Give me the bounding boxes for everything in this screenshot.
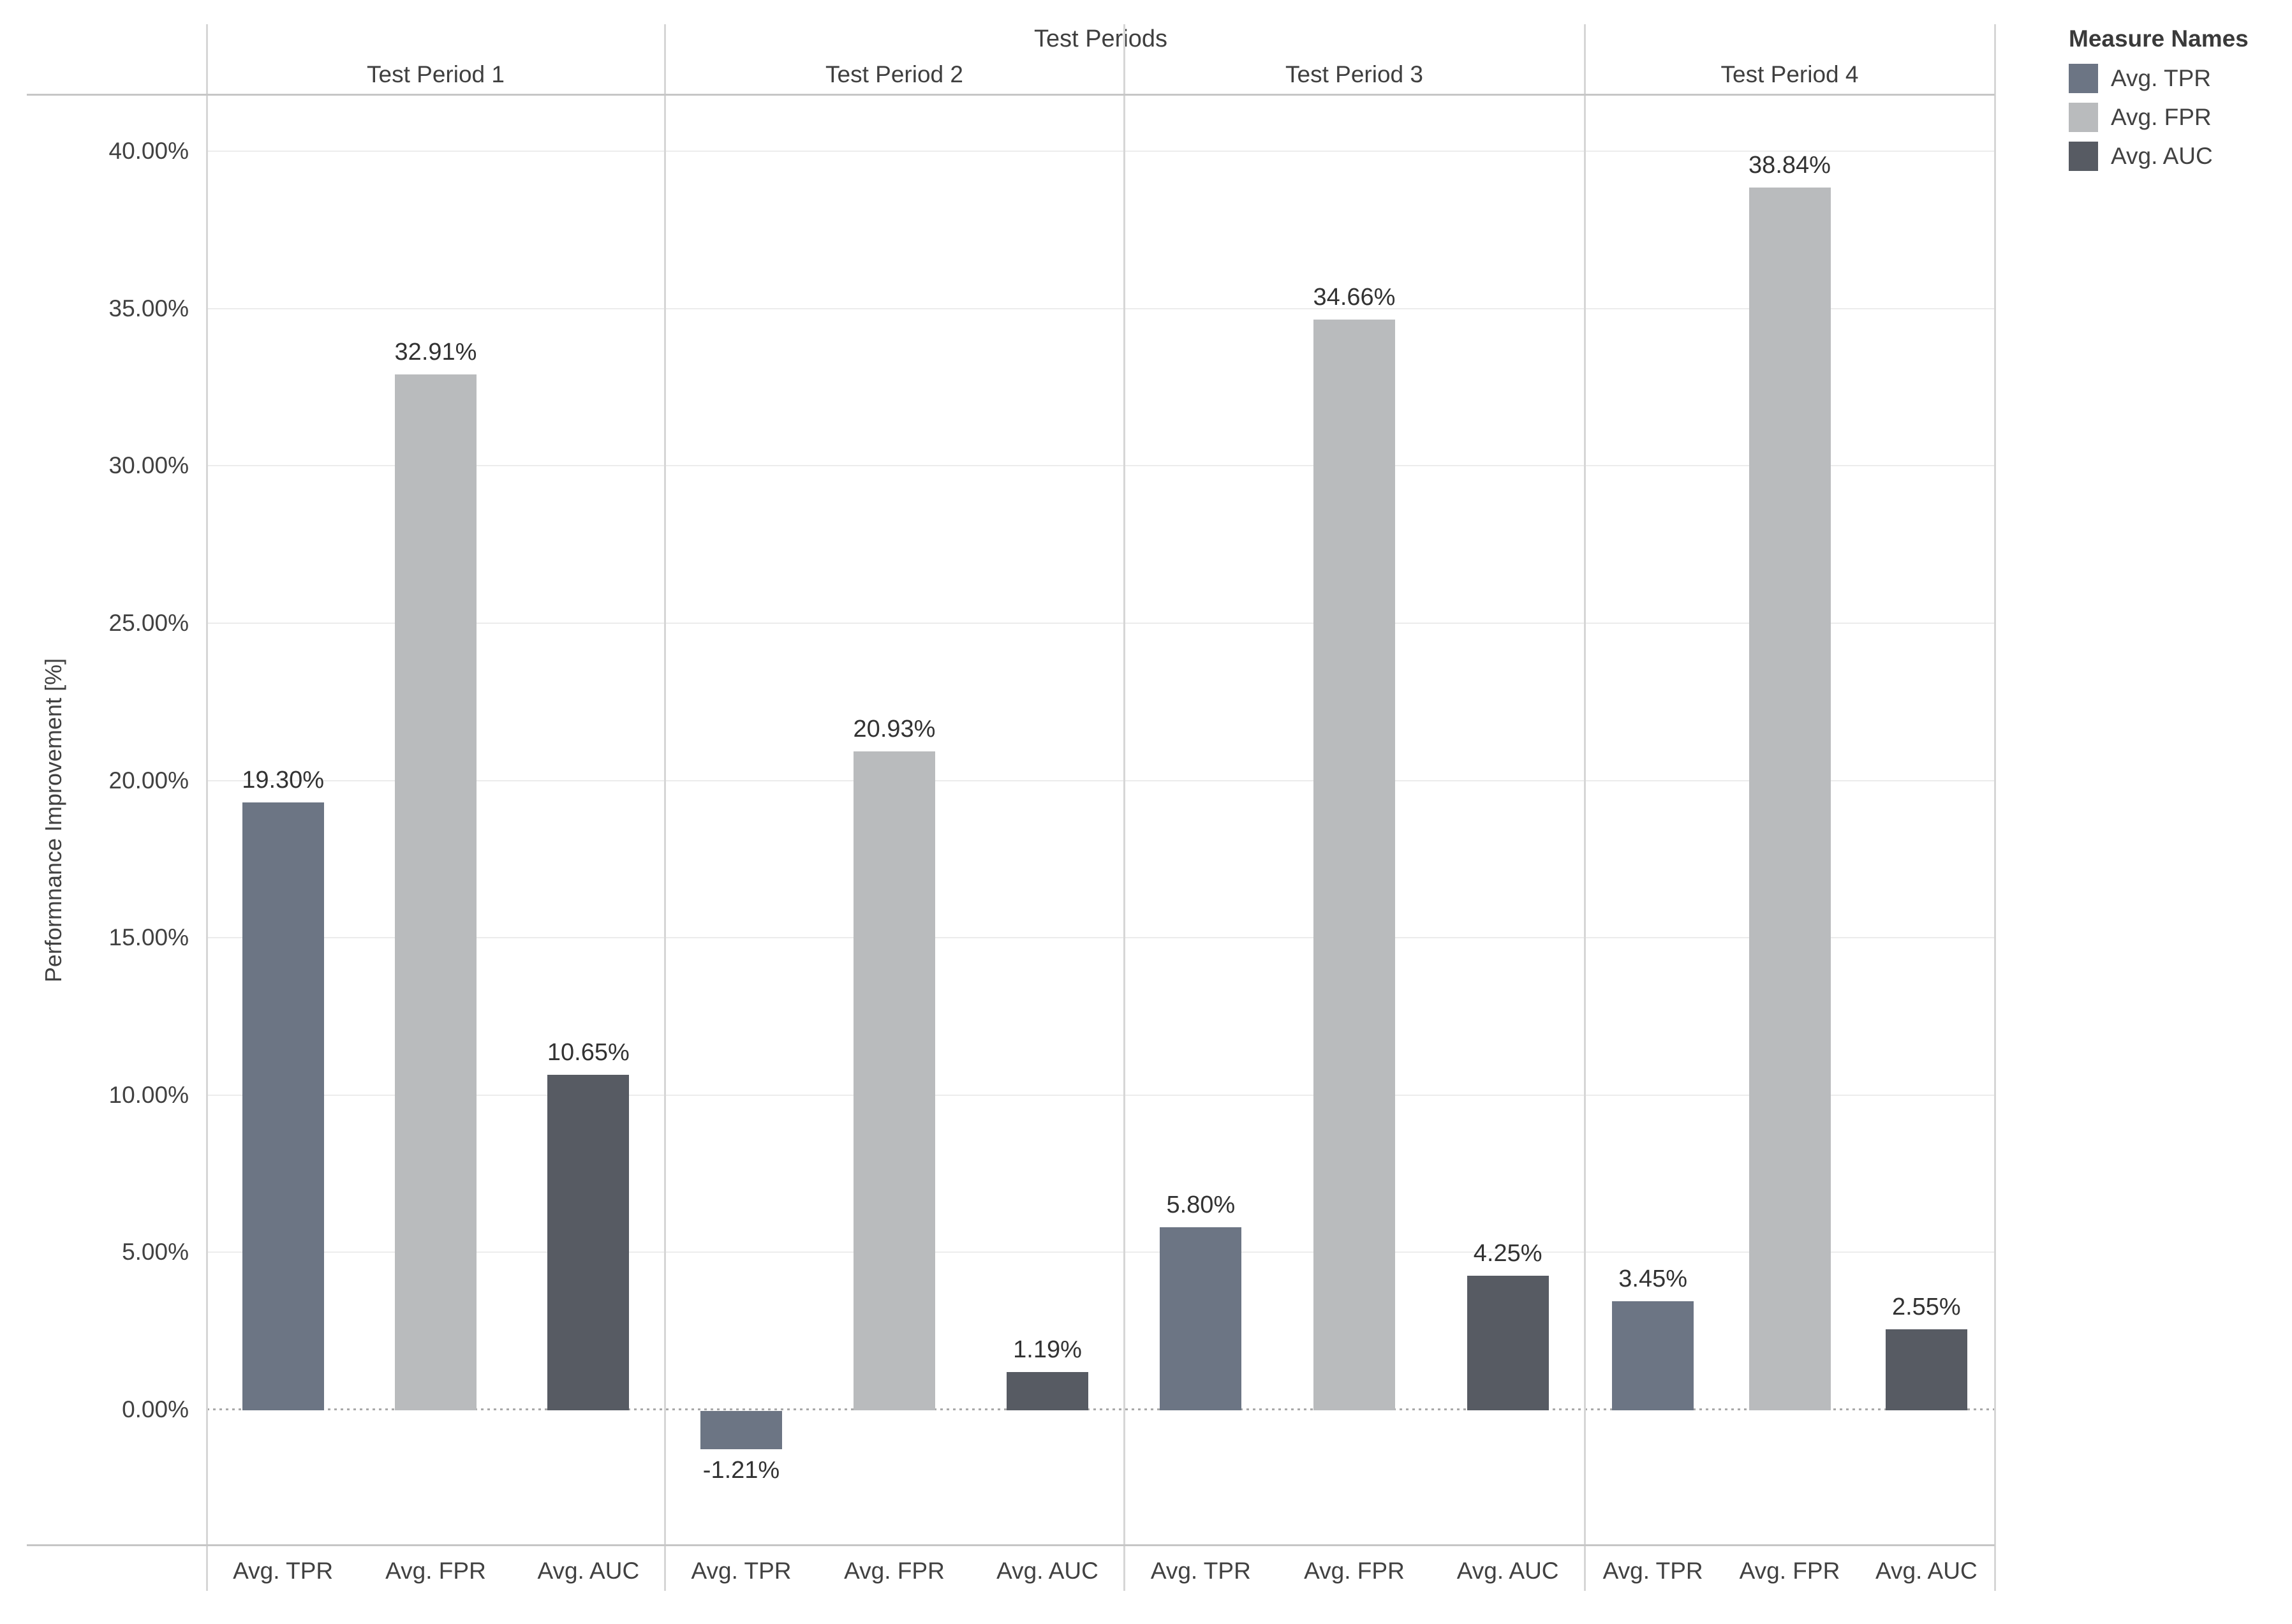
bar-avg-tpr-period-3[interactable] (1160, 1227, 1242, 1410)
legend-swatch-avg-auc-icon (2069, 142, 2098, 171)
y-tick-label: 5.00% (122, 1239, 189, 1266)
y-axis-line (206, 24, 208, 1591)
bar-avg-fpr-period-4[interactable] (1749, 188, 1831, 1410)
x-category-label: Avg. FPR (1304, 1558, 1405, 1584)
panel-divider (1123, 24, 1125, 1591)
x-category-label: Avg. FPR (1739, 1558, 1840, 1584)
legend-swatch-avg-fpr-icon (2069, 103, 2098, 132)
x-category-label: Avg. AUC (1456, 1558, 1559, 1584)
bar-value-label: 38.84% (1749, 152, 1831, 179)
bar-value-label: 20.93% (853, 715, 936, 742)
bar-value-label: 34.66% (1313, 283, 1396, 311)
bar-value-label: 5.80% (1166, 1191, 1236, 1218)
gridline-35pct (207, 307, 1995, 309)
legend-title: Measure Names (2069, 26, 2249, 52)
bar-avg-tpr-period-4[interactable] (1612, 1301, 1694, 1410)
y-axis-title: Performnance Improvement [%] (40, 658, 66, 983)
legend-item-avg-auc[interactable]: Avg. AUC (2069, 142, 2286, 171)
x-category-label: Avg. AUC (1875, 1558, 1978, 1584)
bar-avg-auc-period-2[interactable] (1007, 1372, 1088, 1410)
legend: Measure Names Avg. TPR Avg. FPR Avg. AUC (2069, 26, 2286, 181)
legend-label: Avg. TPR (2111, 65, 2211, 91)
legend-item-avg-fpr[interactable]: Avg. FPR (2069, 103, 2286, 132)
panel-header-1: Test Period 1 (367, 61, 505, 87)
x-axis-line (27, 1544, 1995, 1546)
bar-value-label: 32.91% (394, 338, 477, 365)
x-category-label: Avg. AUC (537, 1558, 640, 1584)
bar-avg-auc-period-4[interactable] (1885, 1329, 1967, 1410)
bar-value-label: 10.65% (547, 1038, 630, 1066)
panel-header-4: Test Period 4 (1720, 61, 1859, 87)
gridline-20pct (207, 779, 1995, 781)
legend-swatch-avg-tpr-icon (2069, 64, 2098, 93)
panel-header-3: Test Period 3 (1285, 61, 1423, 87)
bar-value-label: 19.30% (242, 767, 325, 794)
y-tick-label: 25.00% (108, 610, 189, 636)
y-tick-label: 20.00% (108, 767, 189, 794)
y-tick-label: 10.00% (108, 1081, 189, 1108)
bar-value-label: 4.25% (1473, 1240, 1542, 1267)
chart-title: Test Periods (1033, 26, 1168, 52)
bar-avg-tpr-period-2[interactable] (700, 1411, 782, 1449)
header-underline (27, 94, 1995, 96)
gridline-25pct (207, 623, 1995, 624)
bar-avg-auc-period-3[interactable] (1467, 1276, 1549, 1410)
y-tick-label: 30.00% (108, 452, 189, 479)
panel-divider (1584, 24, 1586, 1591)
legend-label: Avg. FPR (2111, 104, 2212, 130)
y-tick-label: 0.00% (122, 1396, 189, 1422)
panel-header-2: Test Period 2 (825, 61, 963, 87)
gridline-40pct (207, 151, 1995, 152)
x-category-label: Avg. TPR (1150, 1558, 1251, 1584)
gridline-30pct (207, 465, 1995, 467)
bar-value-label: 1.19% (1013, 1336, 1082, 1364)
x-category-label: Avg. AUC (996, 1558, 1098, 1584)
bar-avg-fpr-period-1[interactable] (395, 374, 477, 1410)
bar-value-label: -1.21% (702, 1456, 780, 1484)
bar-value-label: 3.45% (1618, 1265, 1688, 1292)
panel-divider (664, 24, 666, 1591)
bar-avg-auc-period-1[interactable] (547, 1074, 630, 1410)
legend-label: Avg. AUC (2111, 143, 2213, 169)
x-category-label: Avg. TPR (233, 1558, 334, 1584)
bar-avg-fpr-period-3[interactable] (1313, 319, 1395, 1410)
plot-right-border (1994, 24, 1996, 1591)
x-category-label: Avg. TPR (691, 1558, 792, 1584)
bar-value-label: 2.55% (1891, 1294, 1961, 1321)
gridline-5pct (207, 1251, 1995, 1253)
y-tick-label: 35.00% (108, 295, 189, 321)
gridline-10pct (207, 1094, 1995, 1096)
x-category-label: Avg. FPR (844, 1558, 945, 1584)
gridline-15pct (207, 937, 1995, 939)
y-tick-label: 40.00% (108, 138, 189, 165)
bar-avg-tpr-period-1[interactable] (242, 802, 324, 1410)
legend-item-avg-tpr[interactable]: Avg. TPR (2069, 64, 2286, 93)
x-category-label: Avg. TPR (1602, 1558, 1703, 1584)
y-tick-label: 15.00% (108, 924, 189, 951)
x-category-label: Avg. FPR (385, 1558, 486, 1584)
zero-baseline (207, 1408, 1995, 1410)
bar-avg-fpr-period-2[interactable] (854, 751, 935, 1410)
